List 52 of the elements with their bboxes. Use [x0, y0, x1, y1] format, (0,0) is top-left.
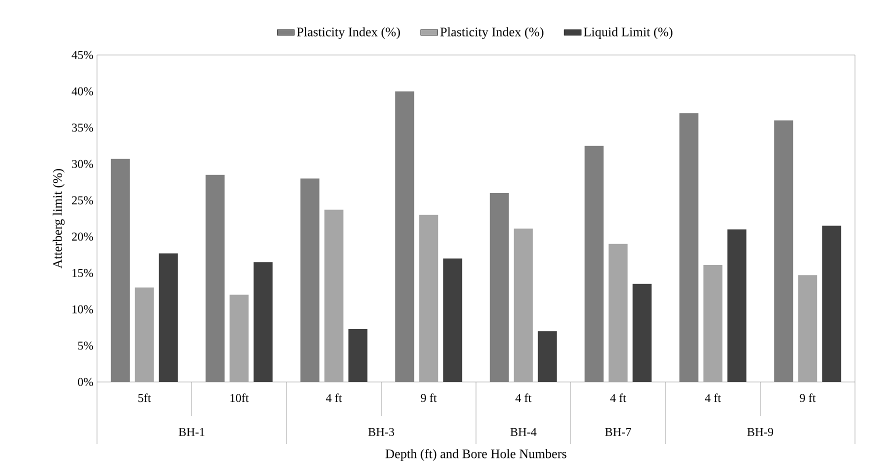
bar: [443, 258, 462, 382]
bar: [632, 284, 652, 382]
text: BH-9: [747, 428, 774, 436]
bar: [490, 193, 509, 382]
bar: [206, 174, 225, 382]
y-axis-title: Atterberg limit (%): [52, 168, 65, 268]
bar: [538, 331, 557, 382]
bar: [822, 226, 842, 382]
y-tick-label: 20%: [72, 232, 94, 241]
x-tick-label: 4 ft: [515, 394, 532, 402]
bar: [798, 275, 818, 382]
bar: [254, 262, 273, 382]
bar: [110, 158, 130, 382]
y-tick-label: 30%: [72, 160, 94, 168]
bar: [134, 288, 154, 382]
text: BH-1: [178, 428, 204, 436]
x-axis-title: Depth (ft) and Bore Hole Numbers: [386, 448, 566, 461]
y-tick-label: 5%: [78, 342, 94, 350]
text: BH-4: [510, 428, 537, 436]
y-tick-label: 10%: [72, 305, 94, 314]
x-tick-label: 9 ft: [800, 394, 816, 402]
bar: [158, 253, 178, 382]
bar: [514, 228, 533, 382]
legend-label: Plasticity Index (%): [440, 27, 544, 40]
bar: [395, 91, 414, 382]
y-tick-label: 40%: [72, 87, 94, 96]
y-tick-label: 45%: [72, 50, 94, 60]
y-tick-label: 15%: [72, 268, 94, 278]
bar: [419, 214, 438, 382]
text: BH-7: [605, 428, 632, 436]
y-tick-label: 25%: [72, 196, 94, 204]
x-tick-label: 4 ft: [610, 394, 626, 402]
y-tick-label: 35%: [72, 124, 94, 132]
x-tick-label: 4 ft: [326, 394, 342, 402]
bar: [774, 120, 794, 382]
bar: [703, 265, 722, 382]
bar: [300, 178, 320, 382]
y-tick-label: 0%: [78, 378, 94, 386]
bar: [584, 146, 604, 382]
x-tick-label: 5ft: [138, 394, 151, 402]
bar: [727, 229, 746, 382]
bar: [348, 328, 368, 382]
bar: [679, 113, 698, 382]
bar: [230, 294, 249, 382]
text: BH-3: [368, 428, 394, 436]
x-tick-label: 4 ft: [704, 394, 721, 402]
bar: [608, 244, 628, 382]
x-tick-label: 10ft: [230, 394, 249, 402]
legend-label: Plasticity Index (%): [296, 27, 400, 40]
bar: [324, 210, 344, 382]
legend-label: Liquid Limit (%): [584, 27, 672, 39]
x-tick-label: 9 ft: [420, 394, 437, 402]
